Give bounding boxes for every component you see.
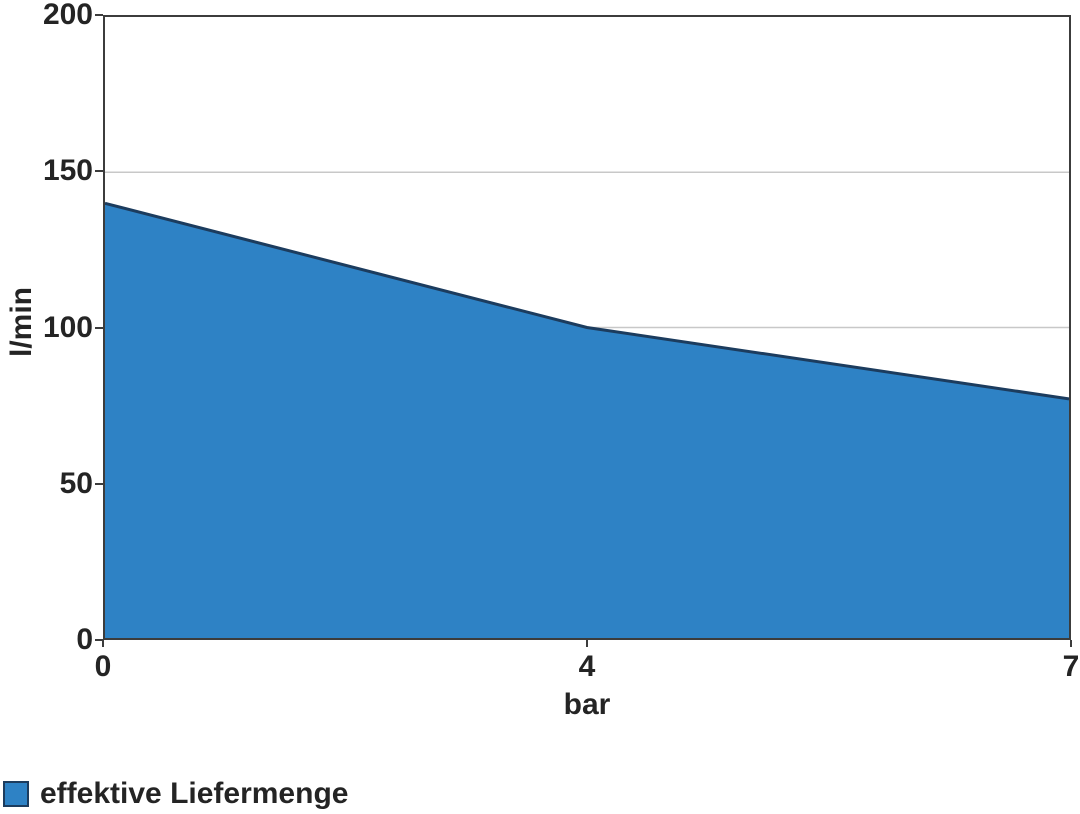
y-tick-mark — [95, 14, 103, 16]
y-axis-title: l/min — [5, 286, 38, 358]
y-tick-mark — [95, 482, 103, 485]
legend-label: effektive Liefermenge — [40, 777, 349, 810]
y-tick-label: 50 — [59, 466, 93, 500]
x-axis-title: bar — [563, 688, 611, 721]
y-tick-mark — [95, 639, 103, 641]
x-tick-label: 4 — [578, 650, 596, 683]
y-tick-mark — [95, 326, 103, 329]
x-tick-mark — [1070, 640, 1072, 647]
legend: effektive Liefermenge — [3, 779, 348, 809]
x-tick-label: 0 — [94, 650, 112, 683]
plot-area — [103, 15, 1071, 640]
y-tick-label: 150 — [42, 154, 93, 188]
y-tick-label: 100 — [42, 310, 93, 344]
x-tick-mark — [102, 640, 104, 647]
area-chart-svg — [105, 171, 1069, 638]
y-tick-mark — [95, 170, 103, 173]
y-tick-label: 200 — [42, 0, 93, 31]
y-tick-label: 0 — [76, 623, 93, 656]
legend-swatch — [3, 781, 29, 807]
x-tick-mark — [586, 640, 588, 647]
x-tick-label: 7 — [1062, 650, 1080, 683]
